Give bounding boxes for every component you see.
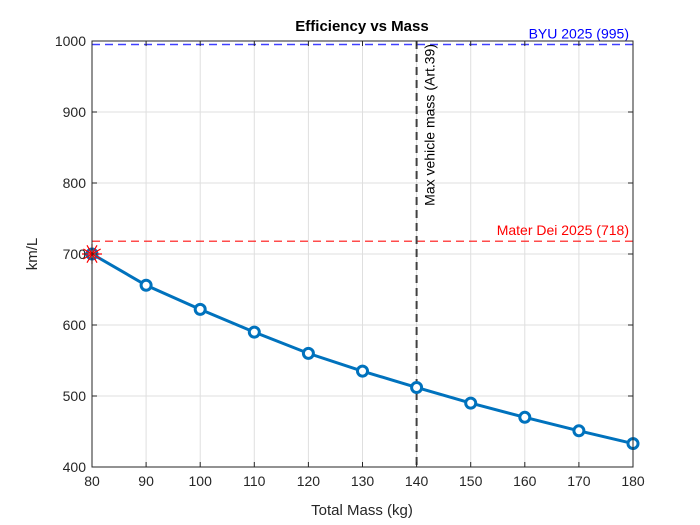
y-tick-label: 900 [63,104,87,120]
x-axis-label: Total Mass (kg) [311,502,413,519]
y-axis-label: km/L [24,238,41,271]
axes-box [91,40,634,468]
axes: 80 90 100 110 120 130 140 150 160 170 180 400 500 600… [55,33,645,489]
data-point [518,410,532,424]
x-tick-label: 160 [513,473,537,489]
x-tick-label: 80 [84,473,100,489]
series [82,244,640,451]
chart-title: Efficiency vs Mass [295,18,428,35]
data-point [301,346,315,360]
data-point [410,380,424,394]
x-tick-label: 150 [459,473,483,489]
data-point [247,325,261,339]
data-point [464,396,478,410]
x-tick-label: 180 [621,473,645,489]
x-tick-label: 130 [351,473,375,489]
data-point [356,364,369,378]
data-point [193,302,207,316]
x-tick-label: 100 [189,473,213,489]
y-tick-label: 800 [63,175,87,191]
y-tick-label: 600 [63,317,87,333]
grid [91,40,634,468]
y-tick-label: 1000 [55,33,86,49]
reference-line-label: BYU 2025 (995) [529,26,629,42]
data-point [139,278,153,292]
data-point [572,424,586,438]
reference-line-label: Max vehicle mass (Art.39) [422,44,438,206]
y-tick-label: 400 [63,459,87,475]
x-tick-label: 110 [243,473,266,489]
x-tick-label: 170 [567,473,591,489]
x-tick-label: 90 [138,473,154,489]
x-tick-label: 140 [405,473,429,489]
y-tick-label: 700 [63,246,87,262]
x-tick-label: 120 [297,473,321,489]
y-tick-label: 500 [63,388,87,404]
reference-lines: BYU 2025 (995) Mater Dei 2025 (718) Max ve… [92,26,633,467]
reference-line-label: Mater Dei 2025 (718) [497,222,629,238]
